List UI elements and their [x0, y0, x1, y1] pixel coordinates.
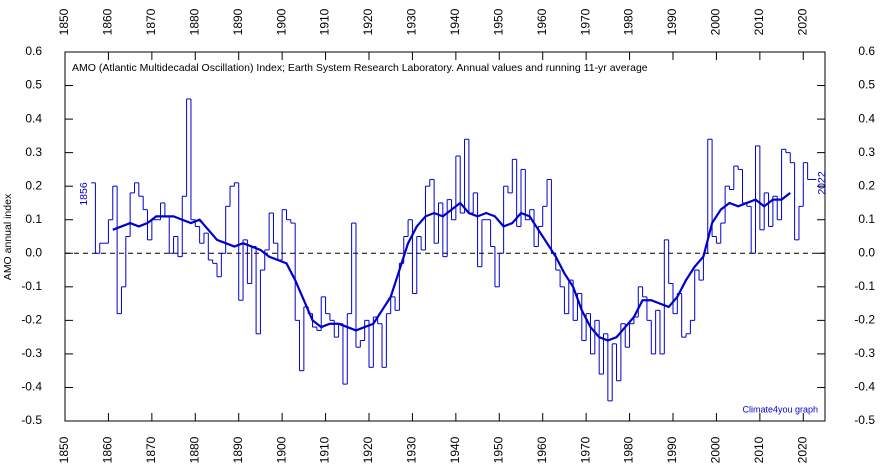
x-tick-label-top: 1990 [665, 8, 679, 35]
y-tick-label: 0.1 [25, 212, 42, 226]
y-axis-label: AMO annual index [2, 193, 14, 280]
x-tick-label-top: 1880 [187, 8, 201, 35]
y-tick-label-right: 0.0 [858, 245, 875, 259]
y-tick-label-right: -0.2 [854, 313, 875, 327]
x-tick-label-top: 2000 [709, 8, 723, 35]
x-tick-label: 1990 [665, 436, 679, 463]
credit: Climate4you graph [742, 404, 818, 414]
y-tick-label-right: 0.5 [858, 78, 875, 92]
x-tick-label-top: 1860 [101, 8, 115, 35]
x-tick-label-top: 1950 [491, 8, 505, 35]
y-tick-label-right: 0.4 [858, 111, 875, 125]
x-tick-label-top: 1910 [318, 8, 332, 35]
y-tick-label-right: -0.1 [854, 279, 875, 293]
x-tick-label-top: 1920 [361, 8, 375, 35]
x-tick-label: 1930 [405, 436, 419, 463]
chart-title: AMO (Atlantic Multidecadal Oscillation) … [72, 62, 648, 74]
y-tick-label: 0.4 [25, 111, 42, 125]
x-tick-label-top: 1870 [144, 8, 158, 35]
y-tick-label: 0.5 [25, 78, 42, 92]
x-tick-label-top: 1970 [578, 8, 592, 35]
y-tick-label: -0.4 [21, 380, 42, 394]
y-tick-label: -0.1 [21, 279, 42, 293]
y-tick-label: 0.6 [25, 44, 42, 58]
x-tick-label: 1960 [535, 436, 549, 463]
x-tick-label: 1910 [318, 436, 332, 463]
x-tick-label-top: 1960 [535, 8, 549, 35]
x-tick-label: 1890 [231, 436, 245, 463]
x-tick-label: 1940 [448, 436, 462, 463]
x-tick-label: 2020 [795, 436, 809, 463]
y-tick-label: 0.3 [25, 145, 42, 159]
x-tick-label-top: 1850 [57, 8, 71, 35]
x-tick-label: 1950 [491, 436, 505, 463]
annotation: 2022 [816, 171, 828, 195]
x-tick-label: 2000 [709, 436, 723, 463]
y-tick-label-right: 0.1 [858, 212, 875, 226]
y-tick-label: -0.5 [21, 413, 42, 427]
x-tick-label: 1970 [578, 436, 592, 463]
x-tick-label: 1900 [274, 436, 288, 463]
x-tick-label-top: 1930 [405, 8, 419, 35]
y-tick-label-right: 0.3 [858, 145, 875, 159]
plot-frame [64, 51, 826, 422]
x-tick-label: 1880 [187, 436, 201, 463]
annotation: 1856 [78, 182, 90, 206]
x-tick-label: 2010 [752, 436, 766, 463]
x-tick-label-top: 1940 [448, 8, 462, 35]
y-tick-label-right: 0.2 [858, 178, 875, 192]
x-tick-label-top: 2020 [795, 8, 809, 35]
x-tick-label-top: 2010 [752, 8, 766, 35]
x-tick-label: 1870 [144, 436, 158, 463]
x-tick-label-top: 1890 [231, 8, 245, 35]
y-tick-label: 0.0 [25, 245, 42, 259]
y-tick-label: -0.2 [21, 313, 42, 327]
y-tick-label: 0.2 [25, 178, 42, 192]
y-tick-label-right: 0.6 [858, 44, 875, 58]
x-tick-label: 1920 [361, 436, 375, 463]
y-tick-label-right: -0.5 [854, 413, 875, 427]
y-tick-label-right: -0.3 [854, 346, 875, 360]
x-tick-label: 1980 [622, 436, 636, 463]
x-tick-label-top: 1980 [622, 8, 636, 35]
running-average [112, 192, 791, 342]
x-tick-label: 1850 [57, 436, 71, 463]
y-tick-label: -0.3 [21, 346, 42, 360]
x-tick-label-top: 1900 [274, 8, 288, 35]
y-tick-label-right: -0.4 [854, 380, 875, 394]
x-tick-label: 1860 [101, 436, 115, 463]
